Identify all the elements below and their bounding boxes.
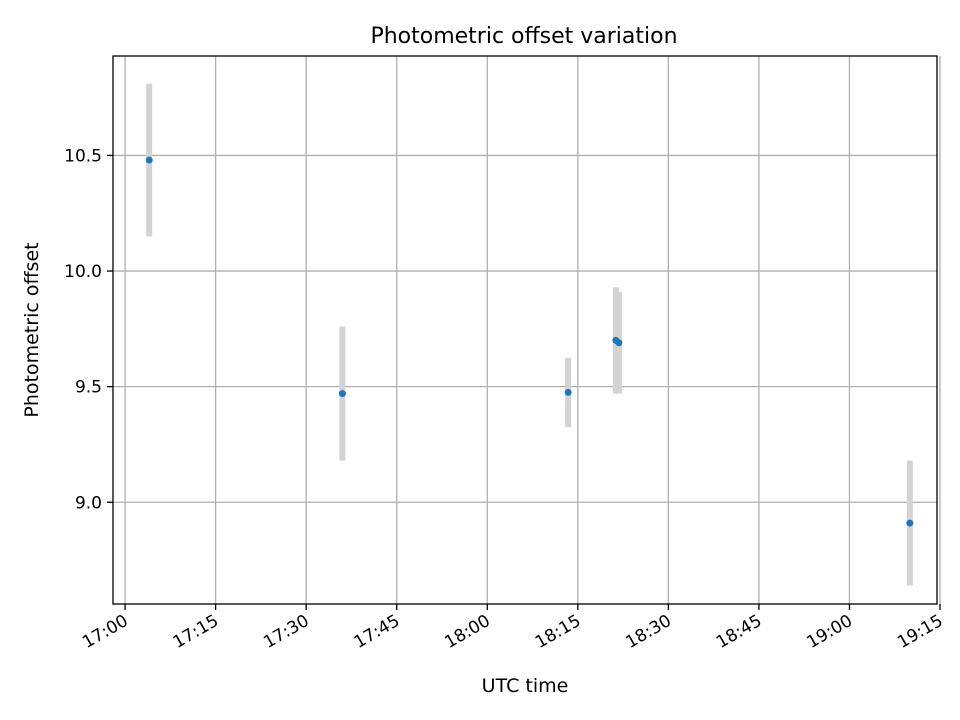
- data-points: [145, 156, 914, 527]
- error-bars: [146, 83, 913, 586]
- data-point: [615, 339, 623, 347]
- y-tick-label: 9.5: [75, 378, 102, 398]
- grid-lines: [113, 56, 941, 604]
- x-tick-label: 18:45: [713, 611, 765, 653]
- data-point: [564, 388, 572, 396]
- y-tick-label: 10.5: [64, 146, 102, 166]
- data-point: [906, 519, 914, 527]
- x-axis-label: UTC time: [482, 675, 569, 697]
- y-axis-label: Photometric offset: [21, 242, 43, 417]
- plot-frame: [112, 55, 938, 605]
- x-tick-label: 18:15: [532, 611, 584, 653]
- y-axis-ticks: 9.0 9.5 10.0 10.5: [64, 146, 113, 513]
- x-tick-label: 19:00: [804, 611, 856, 653]
- x-tick-label: 17:15: [170, 611, 222, 653]
- x-tick-label: 17:30: [260, 611, 312, 653]
- x-tick-label: 18:30: [622, 611, 674, 653]
- chart-title: Photometric offset variation: [370, 24, 677, 49]
- x-tick-label: 17:45: [351, 611, 403, 653]
- x-tick-label: 17:00: [79, 611, 131, 653]
- x-tick-label: 18:00: [441, 611, 493, 653]
- y-tick-label: 9.0: [75, 493, 102, 513]
- y-tick-label: 10.0: [64, 262, 102, 282]
- x-tick-label: 19:15: [894, 611, 946, 653]
- data-point: [145, 156, 153, 164]
- x-axis-ticks: 17:00 17:15 17:30 17:45 18:00 18:15 18:30 18:45…: [79, 604, 947, 653]
- data-point: [338, 390, 346, 398]
